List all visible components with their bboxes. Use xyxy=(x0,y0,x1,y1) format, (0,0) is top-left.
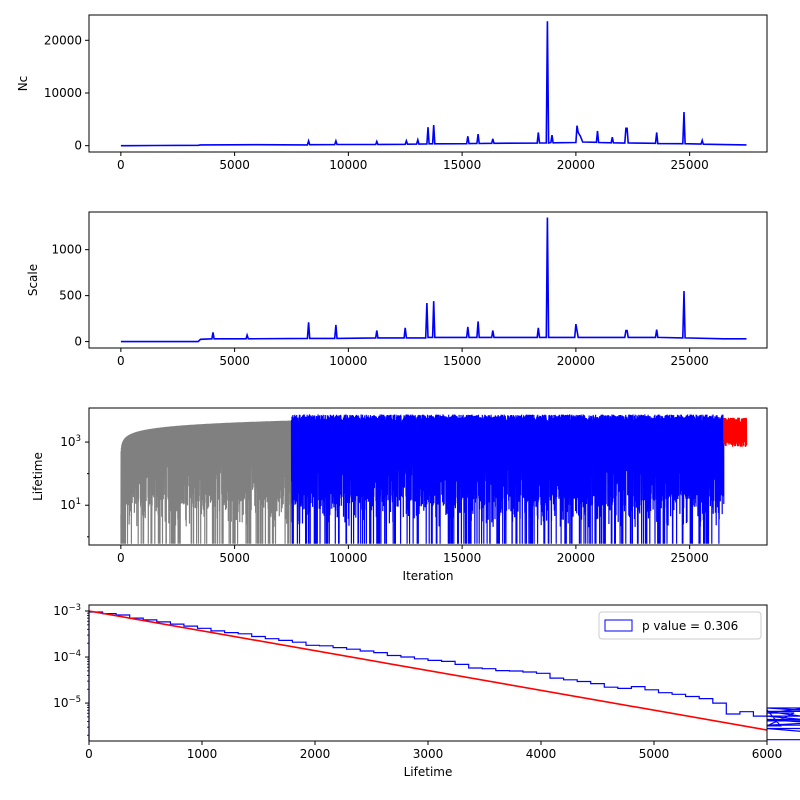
x-tick-label: 5000 xyxy=(219,354,250,368)
legend: p value = 0.306 xyxy=(598,611,762,640)
x-tick-label: 20000 xyxy=(557,158,595,172)
exponential-fit-line xyxy=(88,610,768,731)
lifetime-trace-plot: 0 5000 10000 15000 20000 25000 101 103 Lifetime I… xyxy=(31,407,768,583)
x-tick-label: 15000 xyxy=(443,354,481,368)
x-tick-label: 25000 xyxy=(671,158,709,172)
x-tick-label: 20000 xyxy=(557,551,595,565)
scale-series-line xyxy=(120,217,747,343)
y-tick-label: 10−3 xyxy=(53,603,81,618)
x-tick-label: 15000 xyxy=(443,551,481,565)
lifetime-series-1 xyxy=(290,414,725,544)
x-tick-label: 5000 xyxy=(219,158,250,172)
y-tick-label: 101 xyxy=(60,497,81,512)
y-tick-label: 0 xyxy=(74,335,82,349)
x-tick-label: 10000 xyxy=(329,158,367,172)
x-tick-label: 1000 xyxy=(187,747,218,761)
x-tick-label: 5000 xyxy=(639,747,670,761)
x-tick-label: 25000 xyxy=(671,354,709,368)
x-tick-label: 15000 xyxy=(443,158,481,172)
y-tick-label: 0 xyxy=(74,139,82,153)
lifetime-series-2 xyxy=(723,417,748,447)
x-tick-label: 2000 xyxy=(300,747,331,761)
x-tick-label: 0 xyxy=(117,158,125,172)
y-tick-label: 103 xyxy=(60,434,81,449)
x-axis-label: Iteration xyxy=(403,569,454,583)
plot-frame xyxy=(88,14,768,153)
legend-box xyxy=(598,611,762,640)
x-tick-label: 10000 xyxy=(329,354,367,368)
y-tick-label: 20000 xyxy=(44,33,82,47)
x-tick-label: 20000 xyxy=(557,354,595,368)
legend-swatch xyxy=(604,619,633,632)
legend-label: p value = 0.306 xyxy=(642,619,738,633)
plot-frame xyxy=(88,407,768,546)
x-tick-label: 3000 xyxy=(413,747,444,761)
scale-plot: 0 5000 10000 15000 20000 25000 0 500 1000 Scale xyxy=(26,211,768,368)
nc-series-line xyxy=(120,21,747,147)
y-tick-label: 1000 xyxy=(51,243,82,257)
y-axis-label: Nc xyxy=(16,76,30,92)
x-tick-label: 10000 xyxy=(329,551,367,565)
y-tick-label: 10−5 xyxy=(53,695,81,710)
x-tick-label: 6000 xyxy=(752,747,783,761)
plot-frame xyxy=(88,211,768,349)
x-tick-label: 0 xyxy=(85,747,93,761)
x-tick-label: 25000 xyxy=(671,551,709,565)
lifetime-histogram-plot: 0 1000 2000 3000 4000 5000 6000 10−5 10−4 10−3 Lif… xyxy=(53,603,800,779)
x-tick-label: 4000 xyxy=(526,747,557,761)
y-tick-label: 10−4 xyxy=(53,649,81,664)
nc-plot: 0 5000 10000 15000 20000 25000 0 10000 20000 Nc xyxy=(16,14,768,172)
lifetime-trace-lines xyxy=(120,414,748,544)
lifetime-series-0 xyxy=(120,420,293,544)
y-tick-label: 10000 xyxy=(44,86,82,100)
y-tick-label: 500 xyxy=(59,289,82,303)
x-axis-label: Lifetime xyxy=(404,765,453,779)
x-tick-label: 0 xyxy=(117,551,125,565)
y-axis-label: Lifetime xyxy=(31,452,45,501)
y-axis-label: Scale xyxy=(26,264,40,296)
x-tick-label: 5000 xyxy=(219,551,250,565)
x-tick-label: 0 xyxy=(117,354,125,368)
